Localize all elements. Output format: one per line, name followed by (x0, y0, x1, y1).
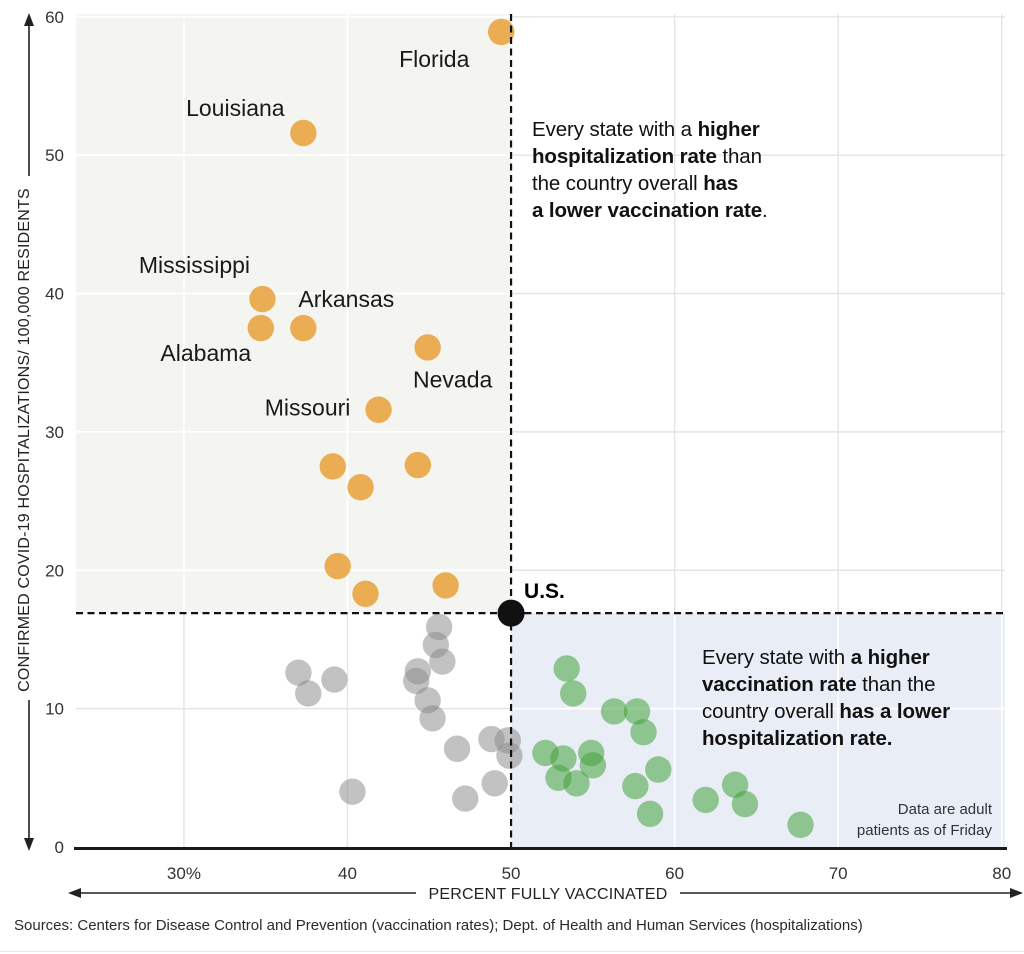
data-point (481, 770, 508, 797)
source-line: Sources: Centers for Disease Control and… (14, 917, 863, 934)
y-tick-label: 60 (45, 8, 64, 27)
data-point (563, 770, 590, 797)
annotation-run: has a lower (839, 700, 950, 723)
data-point (339, 778, 366, 805)
y-axis-arrow-up-icon (24, 13, 34, 26)
annotation-run: higher (697, 118, 760, 141)
data-point (429, 648, 456, 675)
state-label-arkansas: Arkansas (298, 286, 394, 312)
data-point (419, 705, 446, 732)
annotation-run: . (762, 199, 768, 222)
data-point-nevada (414, 334, 441, 361)
state-label-mississippi: Mississippi (139, 252, 250, 278)
data-point (321, 666, 348, 693)
y-tick-label: 20 (45, 561, 64, 580)
annotation-run: a higher (850, 646, 930, 669)
data-point-missouri (365, 396, 392, 423)
data-point (731, 790, 759, 818)
annotation-run: Every state with a (532, 118, 698, 141)
data-point (623, 698, 651, 725)
data-point (443, 735, 471, 762)
data-point (402, 667, 430, 695)
x-axis-arrow-right-icon (1010, 888, 1023, 898)
annotation-run: than the (856, 673, 936, 696)
y-tick-label: 50 (45, 146, 64, 165)
data-point (553, 655, 580, 682)
annotation-run: hospitalization rate (532, 145, 717, 168)
data-point (579, 752, 607, 779)
data-note-line: patients as of Friday (856, 822, 992, 839)
x-tick-label: 80 (992, 864, 1011, 883)
us-label: U.S. (524, 580, 565, 603)
state-label-alabama: Alabama (160, 340, 251, 366)
data-point (630, 718, 657, 746)
data-note: Data are adult patients as of Friday (822, 799, 992, 841)
annotation-run: than (716, 145, 762, 168)
annotation-higher-hospitalization: Every state with a higher hospitalization… (532, 116, 832, 224)
data-point (622, 772, 649, 800)
data-point (787, 811, 814, 839)
data-point (295, 680, 322, 707)
data-point (692, 786, 719, 814)
data-point-alabama (247, 314, 275, 342)
state-label-nevada: Nevada (413, 366, 492, 392)
data-point-arkansas (290, 314, 317, 342)
data-point (404, 451, 432, 479)
y-axis-arrow-down-icon (24, 838, 34, 851)
data-point (636, 800, 664, 827)
y-tick-label: 40 (45, 285, 64, 304)
y-axis-title: CONFIRMED COVID-19 HOSPITALIZATIONS/ 100… (16, 188, 33, 692)
x-tick-label: 70 (829, 864, 848, 883)
quadrant-upper-left (76, 14, 512, 614)
x-tick-label: 60 (665, 864, 684, 883)
annotation-run: the country overall (532, 172, 704, 195)
data-point (347, 474, 374, 501)
annotation-run: vaccination rate (702, 673, 857, 696)
annotation-higher-vaccination: Every state with a higher vaccination rat… (702, 644, 1012, 752)
x-axis-arrow-left-icon (68, 888, 81, 898)
data-point (496, 742, 523, 769)
data-point (324, 552, 351, 580)
quadrant-lower-right (511, 613, 1005, 847)
data-point-louisiana (290, 119, 317, 147)
data-point (285, 659, 312, 686)
data-point (432, 572, 459, 599)
data-point (600, 698, 628, 725)
bottom-divider (0, 951, 1024, 952)
state-label-florida: Florida (399, 46, 470, 72)
data-point (645, 756, 672, 783)
data-point (452, 785, 479, 812)
data-point (352, 580, 379, 607)
state-label-louisiana: Louisiana (186, 95, 285, 121)
annotation-run: hospitalization rate. (702, 727, 893, 750)
y-tick-label: 0 (55, 838, 64, 857)
annotation-run: country overall (702, 700, 840, 723)
x-tick-label: 40 (338, 864, 357, 883)
x-axis-title: PERCENT FULLY VACCINATED (429, 886, 668, 903)
annotation-run: has (703, 172, 739, 195)
x-tick-label: 50 (502, 864, 521, 883)
y-tick-label: 10 (45, 700, 64, 719)
annotation-run: Every state with (702, 646, 851, 669)
data-point-mississippi (249, 285, 276, 313)
data-point (560, 680, 587, 707)
x-tick-label: 30% (167, 864, 201, 883)
data-note-line: Data are adult (897, 801, 992, 818)
y-tick-label: 30 (45, 423, 64, 442)
data-point-florida (488, 18, 515, 46)
data-point (319, 453, 346, 480)
us-data-point (497, 599, 525, 627)
annotation-run: a lower vaccination rate (532, 199, 763, 222)
state-label-missouri: Missouri (265, 395, 351, 421)
